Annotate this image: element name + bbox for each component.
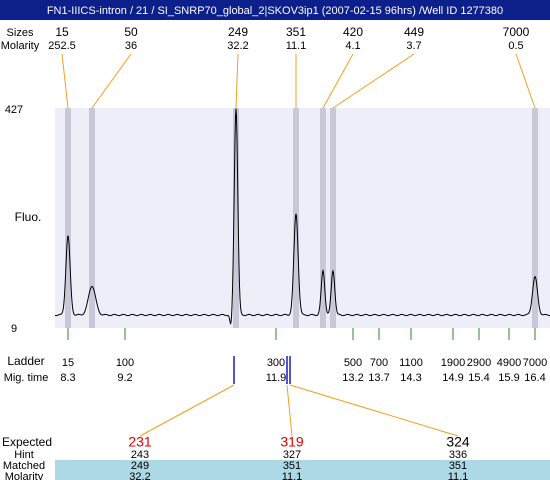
ladder-time: 14.9 <box>442 372 463 384</box>
ladder-time: 13.2 <box>342 372 363 384</box>
peak-band <box>532 108 538 328</box>
peak-size: 449 <box>404 25 424 39</box>
hint-size: 243 <box>131 449 149 461</box>
ladder-size: 7000 <box>523 357 547 369</box>
ladder-size: 700 <box>370 357 388 369</box>
expected-size: 231 <box>128 434 152 450</box>
peak-size: 50 <box>124 25 138 39</box>
row-label: Molarity <box>5 471 44 480</box>
trace <box>265 213 310 317</box>
peak-molarity: 0.5 <box>508 40 523 52</box>
row-label: Matched <box>3 460 45 472</box>
peak-band <box>293 108 299 328</box>
ladder-size: 4900 <box>497 357 521 369</box>
ladder-size: 2900 <box>467 357 491 369</box>
ladder-time: 8.3 <box>60 372 75 384</box>
trace <box>163 108 267 326</box>
peak-molarity: 252.5 <box>48 40 76 52</box>
peak-size: 420 <box>343 25 363 39</box>
plot-area <box>55 108 550 328</box>
ladder-size: 1900 <box>441 357 465 369</box>
y-axis-label: Fluo. <box>15 210 42 224</box>
peak-size: 351 <box>286 25 306 39</box>
peak-molarity: 11.1 <box>286 40 307 52</box>
matched-band <box>55 460 550 480</box>
trace <box>54 235 81 317</box>
peak-connector <box>322 53 354 109</box>
peak-band <box>233 108 239 328</box>
row-label: Molarity <box>1 40 40 52</box>
expected-connector <box>289 384 459 437</box>
peak-connector <box>515 53 536 109</box>
matched-size: 249 <box>131 460 149 472</box>
peak-connector <box>235 53 239 109</box>
ladder-time: 16.4 <box>524 372 545 384</box>
peak-size: 7000 <box>503 25 530 39</box>
ladder-time: 15.4 <box>468 372 489 384</box>
expected-connector <box>286 384 293 437</box>
peak-molarity: 4.1 <box>345 40 360 52</box>
y-range-label: 9 <box>11 323 17 335</box>
peak-molarity: 32.2 <box>227 40 248 52</box>
trace <box>309 268 329 317</box>
row-label: Ladder <box>7 354 44 368</box>
peak-molarity: 3.7 <box>406 40 421 52</box>
matched-size: 351 <box>449 460 467 472</box>
matched-molarity: 11.1 <box>282 471 303 480</box>
ladder-size: 1100 <box>399 357 423 369</box>
ladder-time: 11.9 <box>266 372 287 384</box>
ladder-size: 15 <box>62 357 74 369</box>
expected-size: 324 <box>446 434 470 450</box>
expected-connector <box>139 384 235 437</box>
ladder-time: 15.9 <box>498 372 519 384</box>
y-range-label: 427 <box>5 104 23 116</box>
title: FN1-IIICS-intron / 21 / SI_SNRP70_global… <box>47 5 503 17</box>
row-label: Mig. time <box>4 372 49 384</box>
row-label: Expected <box>2 435 52 449</box>
matched-molarity: 32.2 <box>129 471 150 480</box>
matched-size: 351 <box>283 460 301 472</box>
peak-size: 15 <box>55 25 69 39</box>
ladder-size: 100 <box>116 357 134 369</box>
hint-size: 336 <box>449 449 467 461</box>
matched-molarity: 11.1 <box>448 471 469 480</box>
peak-band <box>89 108 95 328</box>
ladder-time: 14.3 <box>400 372 421 384</box>
trace <box>327 269 435 317</box>
peak-connector <box>91 53 132 109</box>
ladder-time: 13.7 <box>368 372 389 384</box>
row-label: Sizes <box>7 27 34 39</box>
peak-size: 249 <box>228 25 248 39</box>
peak-band <box>65 108 71 328</box>
hint-size: 327 <box>283 449 301 461</box>
peak-connector <box>61 53 69 109</box>
peak-band <box>330 108 336 328</box>
title-bar <box>0 0 550 20</box>
ladder-time: 9.2 <box>117 372 132 384</box>
trace <box>79 285 164 317</box>
row-label: Hint <box>14 449 34 461</box>
expected-size: 319 <box>280 434 304 450</box>
peak-band <box>320 108 326 328</box>
ladder-size: 500 <box>344 357 362 369</box>
trace <box>433 275 550 317</box>
peak-molarity: 36 <box>125 40 137 52</box>
peak-connector <box>332 53 415 109</box>
ladder-size: 300 <box>267 357 285 369</box>
